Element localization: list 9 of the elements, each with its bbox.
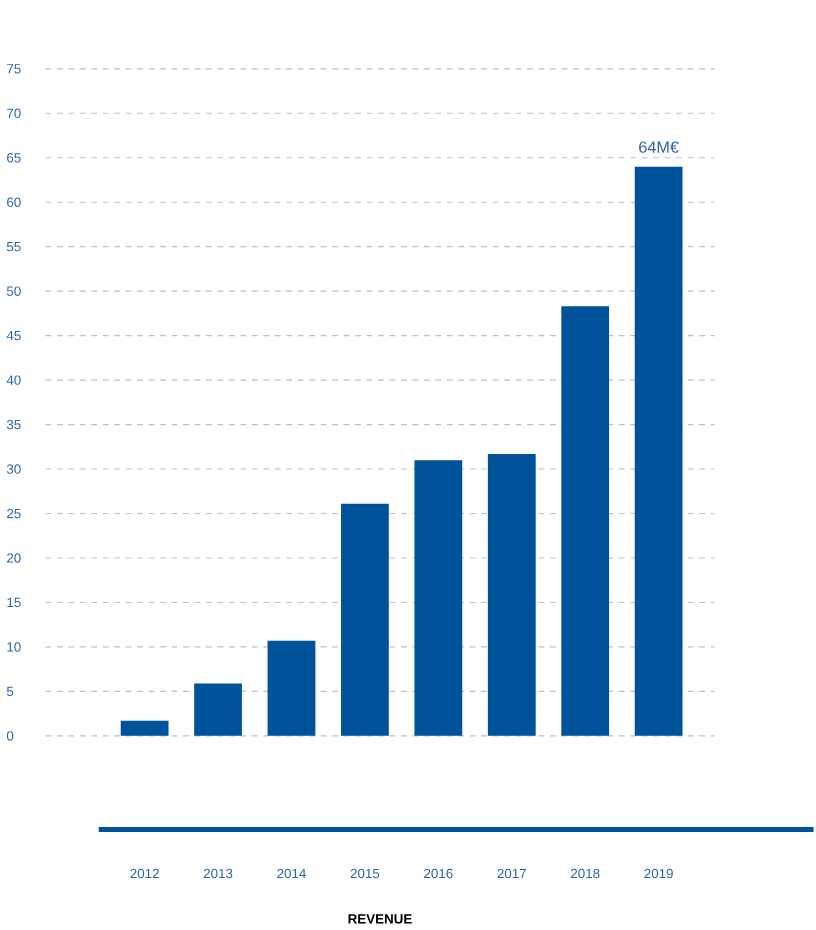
bar — [120, 720, 169, 736]
bar — [487, 453, 536, 736]
bar — [267, 640, 316, 736]
bar — [561, 306, 610, 736]
annotation: 64M€ — [639, 141, 679, 153]
bar — [341, 503, 389, 736]
bar — [634, 166, 683, 736]
bar — [194, 683, 242, 736]
bar — [414, 460, 463, 736]
